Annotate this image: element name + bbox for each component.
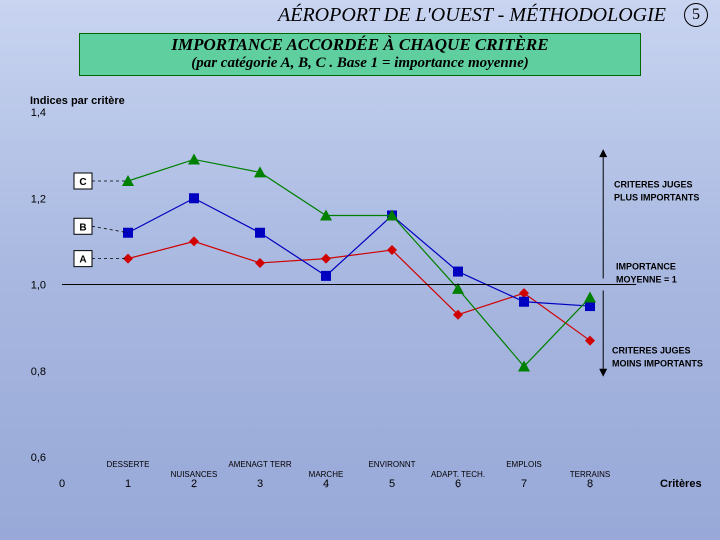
svg-text:AMENAGT TERR: AMENAGT TERR (228, 460, 291, 469)
header-title: AÉROPORT DE L'OUEST - MÉTHODOLOGIE (278, 4, 666, 27)
svg-text:A: A (79, 255, 86, 266)
svg-text:ADAPT. TECH.: ADAPT. TECH. (431, 470, 485, 479)
svg-text:0,8: 0,8 (31, 366, 46, 378)
svg-text:,: , (589, 480, 591, 489)
svg-text:3: 3 (257, 478, 263, 490)
svg-text:MOINS IMPORTANTS: MOINS IMPORTANTS (612, 359, 703, 369)
indices-chart: Indices par critère0,60,81,01,21,4012345… (10, 82, 710, 502)
svg-text:MOYENNE = 1: MOYENNE = 1 (616, 275, 677, 285)
svg-text:Indices par critère: Indices par critère (30, 95, 125, 107)
svg-text:TERRAINS: TERRAINS (570, 470, 610, 479)
svg-text:1,0: 1,0 (31, 280, 46, 292)
svg-text:MARCHE: MARCHE (309, 470, 344, 479)
svg-text:B: B (79, 222, 86, 233)
svg-text:1,4: 1,4 (31, 107, 46, 119)
subtitle-line1: IMPORTANCE ACCORDÉE À CHAQUE CRITÈRE (86, 36, 634, 55)
svg-text:EMPLOIS: EMPLOIS (506, 460, 542, 469)
svg-text:CRITERES JUGES: CRITERES JUGES (614, 180, 693, 190)
svg-text:1,2: 1,2 (31, 193, 46, 205)
svg-text:0,6: 0,6 (31, 452, 46, 464)
svg-text:1: 1 (125, 478, 131, 490)
svg-text:CRITERES JUGES: CRITERES JUGES (612, 346, 691, 356)
svg-text:NUISANCES: NUISANCES (171, 470, 218, 479)
page-number-badge: 5 (684, 3, 708, 27)
svg-text:,: , (457, 480, 459, 489)
svg-text:IMPORTANCE: IMPORTANCE (616, 262, 676, 272)
svg-text:,: , (325, 480, 327, 489)
svg-text:DESSERTE: DESSERTE (107, 460, 150, 469)
svg-text:PLUS IMPORTANTS: PLUS IMPORTANTS (614, 193, 699, 203)
svg-text:C: C (79, 177, 86, 188)
subtitle-box: IMPORTANCE ACCORDÉE À CHAQUE CRITÈRE (pa… (79, 33, 641, 76)
svg-text:Critères: Critères (660, 478, 702, 490)
svg-text:5: 5 (389, 478, 395, 490)
svg-text:,: , (193, 480, 195, 489)
svg-text:ENVIRONNT: ENVIRONNT (368, 460, 415, 469)
page-header: AÉROPORT DE L'OUEST - MÉTHODOLOGIE 5 (0, 0, 720, 27)
subtitle-line2: (par catégorie A, B, C . Base 1 = import… (86, 55, 634, 72)
svg-text:7: 7 (521, 478, 527, 490)
svg-text:0: 0 (59, 478, 65, 490)
